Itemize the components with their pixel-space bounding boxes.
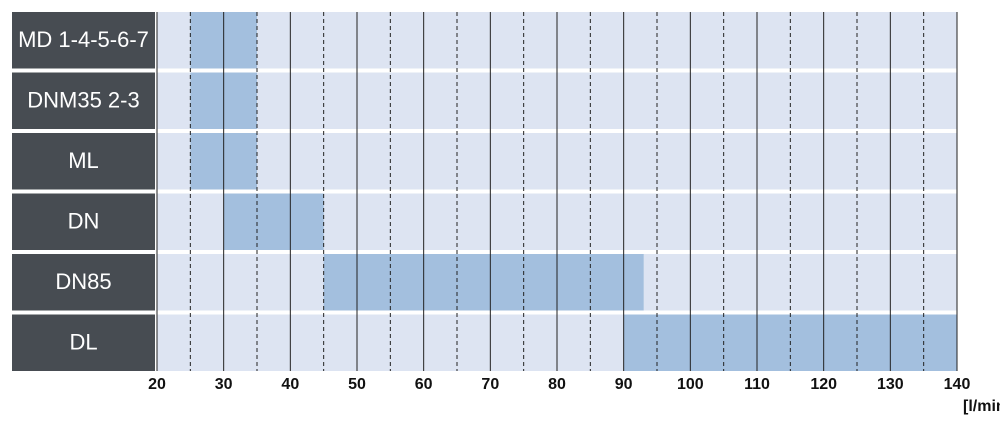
x-tick-label: 130: [877, 376, 904, 393]
x-tick-label: 40: [281, 376, 299, 393]
x-tick-label: 110: [744, 376, 770, 393]
category-label: DN: [68, 209, 100, 234]
bar: [223, 193, 324, 250]
category-label: MD 1-4-5-6-7: [18, 27, 149, 52]
category-box: [12, 72, 155, 129]
category-label: DL: [69, 330, 97, 355]
category-box: [12, 314, 155, 371]
category-box: [12, 133, 155, 190]
x-tick-label: 50: [348, 376, 366, 393]
x-tick-label: 120: [810, 376, 837, 393]
category-label: ML: [68, 148, 99, 173]
x-tick-label: 140: [944, 376, 971, 393]
x-tick-label: 70: [481, 376, 499, 393]
x-tick-label: 90: [615, 376, 633, 393]
category-label: DN85: [55, 269, 111, 294]
x-tick-label: 60: [415, 376, 433, 393]
x-tick-label: 80: [548, 376, 566, 393]
x-axis-label: [l/min]: [963, 398, 1000, 415]
category-box: [12, 193, 155, 250]
bar: [323, 254, 644, 311]
x-tick-label: 30: [215, 376, 233, 393]
category-label: DNM35 2-3: [27, 88, 139, 113]
category-box: [12, 254, 155, 311]
x-tick-label: 20: [148, 376, 166, 393]
x-tick-label: 100: [677, 376, 704, 393]
category-box: [12, 12, 155, 69]
